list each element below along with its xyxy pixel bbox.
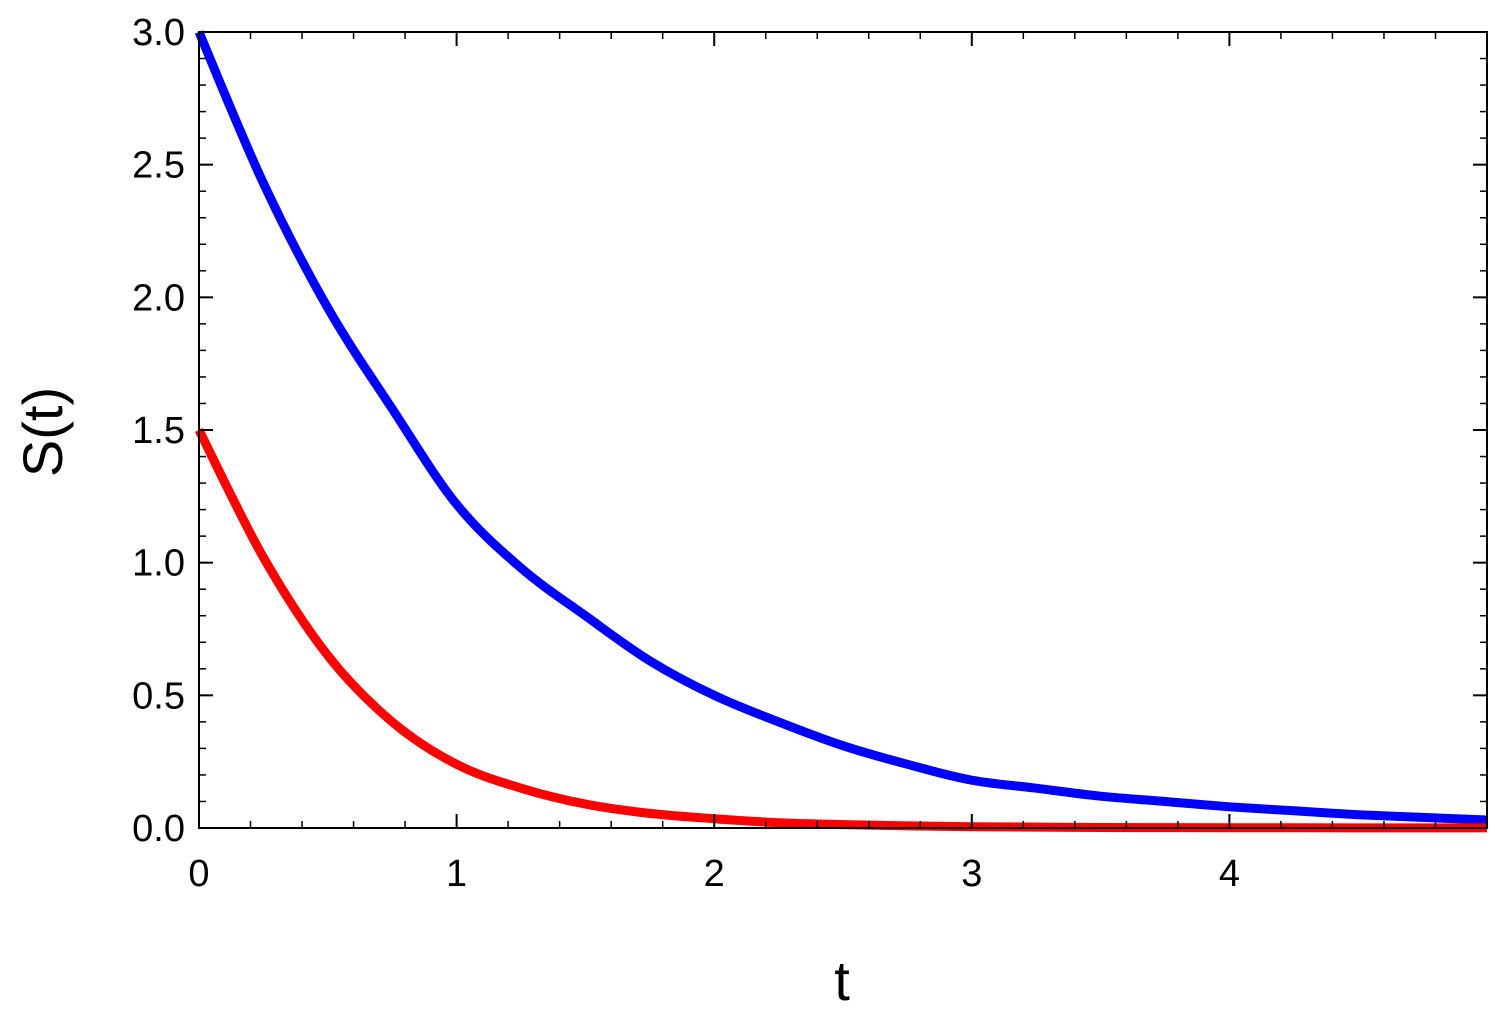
series-line-2 [194,427,1487,833]
y-tick-label: 0.0 [132,808,185,850]
series-line-1 [194,30,1488,825]
y-tick-label: 3.0 [132,12,185,54]
series-layer [194,30,1488,833]
y-tick-label: 2.0 [132,277,185,319]
ticks-layer: 0 1 2 3 4 0.0 0.5 1.0 1.5 2.0 2.5 3.0 [132,12,1487,895]
y-tick-label: 0.5 [132,675,185,717]
plot-frame [198,31,1488,829]
y-tick-label: 1.0 [132,543,185,585]
x-tick-label: 3 [961,853,982,895]
x-axis-label: t [834,949,850,1012]
x-tick-label: 1 [446,853,467,895]
y-axis-label: S(t) [11,387,74,477]
y-tick-label: 1.5 [132,410,185,452]
x-tick-label: 2 [704,853,725,895]
y-tick-label: 2.5 [132,145,185,187]
x-tick-label: 0 [188,853,209,895]
x-tick-label: 4 [1219,853,1240,895]
